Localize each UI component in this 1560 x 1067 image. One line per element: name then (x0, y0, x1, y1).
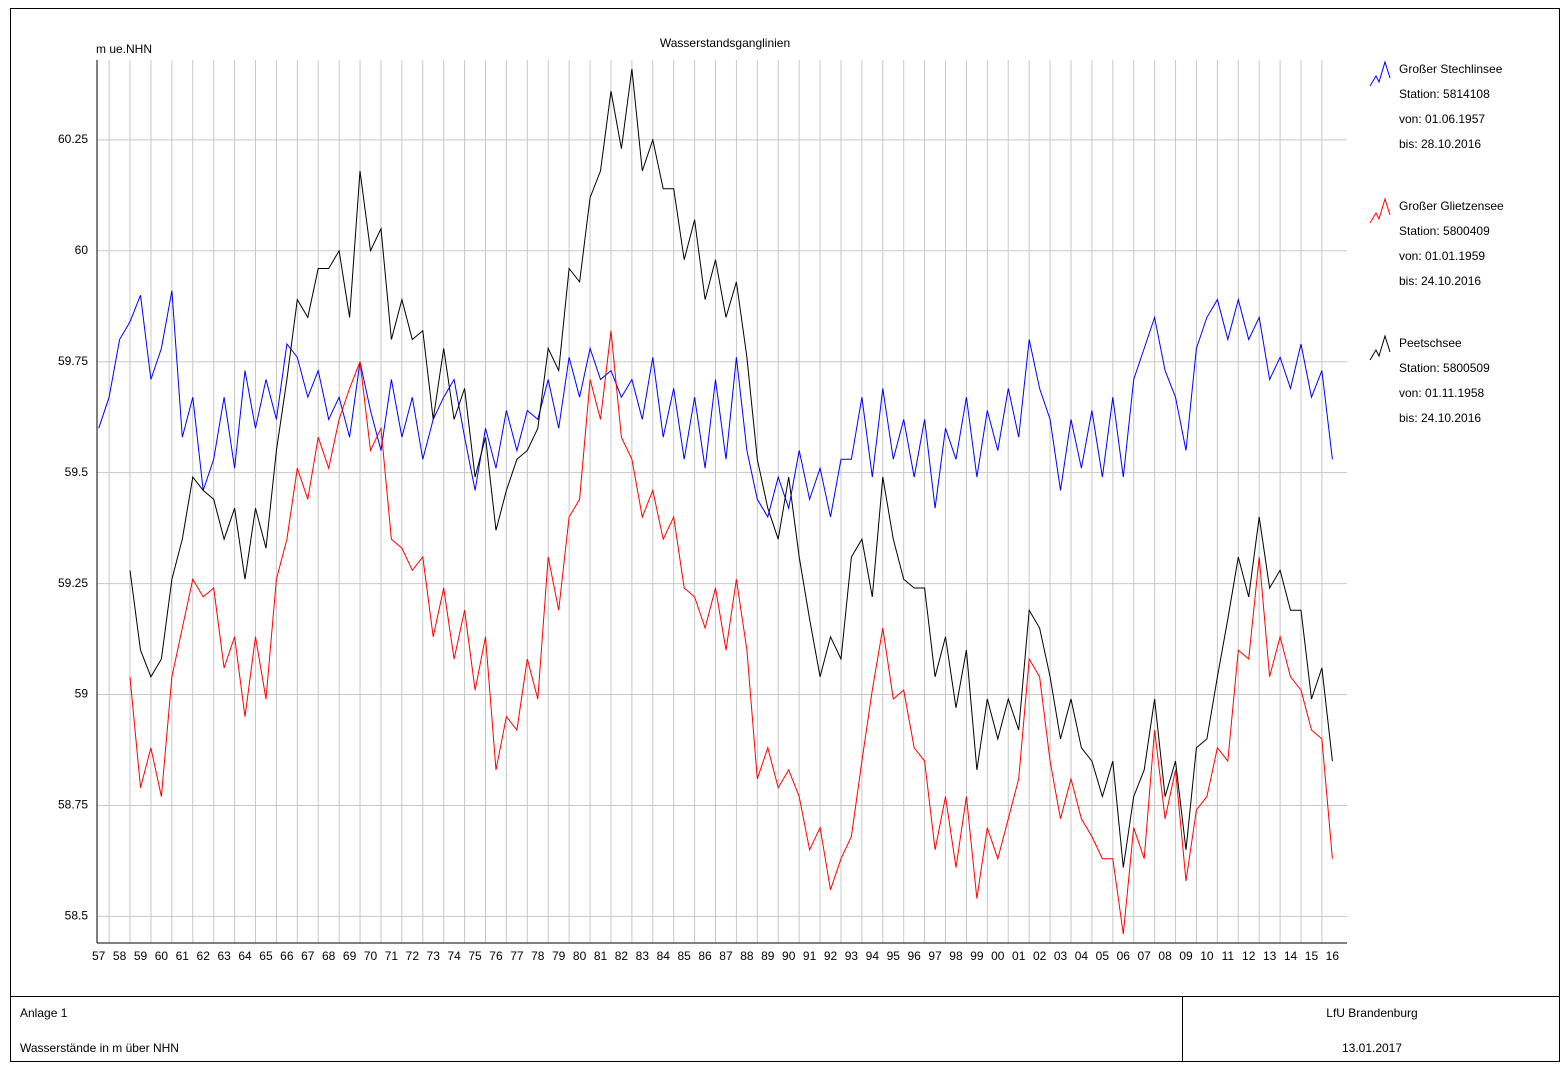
x-tick-label: 82 (615, 949, 629, 963)
footer-text: 13.01.2017 (1342, 1041, 1402, 1055)
legend-label: Großer Stechlinsee (1399, 62, 1503, 76)
x-tick-label: 84 (657, 949, 671, 963)
x-tick-label: 79 (552, 949, 566, 963)
x-tick-label: 63 (217, 949, 231, 963)
y-tick-label: 59.25 (58, 576, 88, 590)
legend-detail: bis: 24.10.2016 (1399, 411, 1481, 425)
x-tick-label: 80 (573, 949, 587, 963)
x-tick-label: 16 (1326, 949, 1340, 963)
x-tick-label: 73 (427, 949, 441, 963)
x-tick-label: 61 (176, 949, 190, 963)
frame (10, 8, 1560, 1062)
legend-detail: bis: 28.10.2016 (1399, 137, 1481, 151)
legend-icon (1369, 197, 1391, 224)
x-tick-label: 59 (134, 949, 148, 963)
x-tick-label: 01 (1012, 949, 1026, 963)
x-tick-label: 65 (259, 949, 273, 963)
legend-detail: von: 01.06.1957 (1399, 112, 1485, 126)
x-tick-label: 85 (677, 949, 691, 963)
footer-text: Anlage 1 (20, 1006, 68, 1020)
x-tick-label: 14 (1284, 949, 1298, 963)
x-tick-label: 15 (1305, 949, 1319, 963)
data-line (98, 290, 1333, 519)
legend-detail: von: 01.01.1959 (1399, 249, 1485, 263)
footer-text: LfU Brandenburg (1326, 1006, 1417, 1020)
x-tick-label: 62 (197, 949, 211, 963)
x-tick-label: 72 (406, 949, 420, 963)
x-tick-label: 81 (594, 949, 608, 963)
x-tick-label: 87 (719, 949, 733, 963)
x-tick-label: 57 (92, 949, 106, 963)
x-tick-label: 71 (385, 949, 399, 963)
x-tick-label: 64 (238, 949, 252, 963)
x-tick-label: 95 (887, 949, 901, 963)
x-tick-label: 10 (1200, 949, 1214, 963)
y-tick-label: 60 (75, 243, 89, 257)
x-tick-label: 78 (531, 949, 545, 963)
legend-detail: Station: 5814108 (1399, 87, 1490, 101)
legend-icon (1369, 60, 1391, 87)
footer-text: Wasserstände in m über NHN (20, 1041, 179, 1055)
x-tick-label: 94 (866, 949, 880, 963)
y-tick-label: 58.75 (58, 798, 88, 812)
legend-detail: Station: 5800409 (1399, 224, 1490, 238)
x-tick-label: 05 (1096, 949, 1110, 963)
x-tick-label: 90 (782, 949, 796, 963)
x-tick-label: 07 (1137, 949, 1151, 963)
x-tick-label: 92 (824, 949, 838, 963)
x-tick-label: 03 (1054, 949, 1068, 963)
x-tick-label: 91 (803, 949, 817, 963)
x-tick-label: 77 (510, 949, 524, 963)
legend-icon (1369, 334, 1391, 361)
x-tick-label: 70 (364, 949, 378, 963)
x-tick-label: 08 (1158, 949, 1172, 963)
y-tick-label: 59.75 (58, 354, 88, 368)
x-tick-label: 93 (845, 949, 859, 963)
chart-title: Wasserstandsganglinien (660, 36, 790, 50)
x-tick-label: 98 (949, 949, 963, 963)
x-tick-label: 76 (489, 949, 503, 963)
x-tick-label: 89 (761, 949, 775, 963)
y-axis-label: m ue.NHN (96, 42, 152, 56)
x-tick-label: 75 (468, 949, 482, 963)
x-tick-label: 06 (1117, 949, 1131, 963)
x-tick-label: 69 (343, 949, 357, 963)
x-tick-label: 86 (698, 949, 712, 963)
x-tick-label: 04 (1075, 949, 1089, 963)
legend-detail: Station: 5800509 (1399, 361, 1490, 375)
legend-label: Großer Glietzensee (1399, 199, 1504, 213)
x-tick-label: 96 (907, 949, 921, 963)
data-line (129, 330, 1333, 935)
y-tick-label: 59 (75, 687, 89, 701)
x-tick-label: 66 (280, 949, 294, 963)
y-tick-label: 60.25 (58, 132, 88, 146)
x-tick-label: 99 (970, 949, 984, 963)
x-tick-label: 12 (1242, 949, 1256, 963)
x-tick-label: 00 (991, 949, 1005, 963)
x-tick-label: 74 (447, 949, 461, 963)
x-tick-label: 68 (322, 949, 336, 963)
x-tick-label: 02 (1033, 949, 1047, 963)
x-tick-label: 83 (636, 949, 650, 963)
x-tick-label: 11 (1222, 949, 1235, 963)
x-tick-label: 58 (113, 949, 127, 963)
x-tick-label: 97 (928, 949, 942, 963)
x-tick-label: 60 (155, 949, 169, 963)
legend-detail: bis: 24.10.2016 (1399, 274, 1481, 288)
x-tick-label: 13 (1263, 949, 1277, 963)
data-line (129, 68, 1333, 868)
y-tick-label: 59.5 (65, 465, 89, 479)
legend-label: Peetschsee (1399, 336, 1462, 350)
x-tick-label: 09 (1179, 949, 1193, 963)
x-tick-label: 88 (740, 949, 754, 963)
x-tick-label: 67 (301, 949, 315, 963)
y-tick-label: 58.5 (65, 909, 89, 923)
legend-detail: von: 01.11.1958 (1399, 386, 1485, 400)
